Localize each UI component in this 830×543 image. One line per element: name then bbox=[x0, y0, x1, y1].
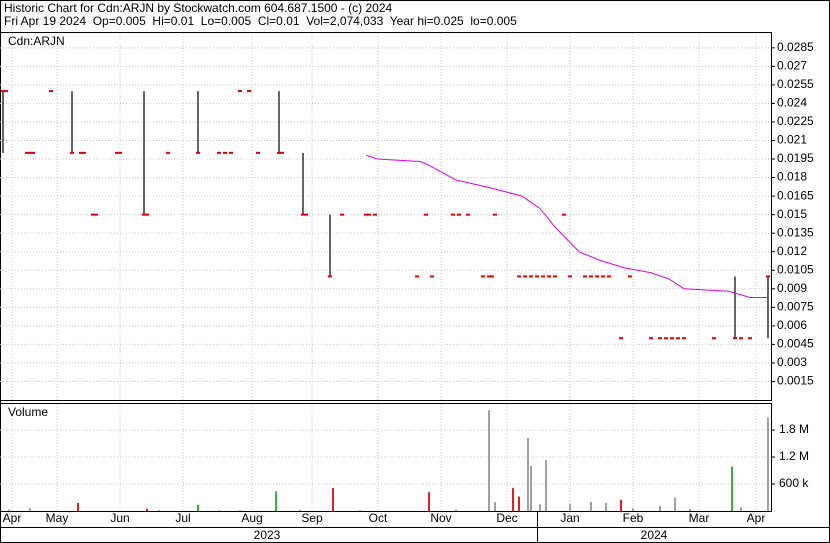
volume-bar bbox=[530, 466, 532, 511]
volume-bar bbox=[359, 510, 361, 511]
y-tick-label: 0.0195 bbox=[777, 151, 814, 165]
y-tick-label: 0.0135 bbox=[777, 225, 814, 239]
volume-bar bbox=[8, 509, 10, 511]
volume-bar bbox=[674, 497, 676, 511]
volume-bar bbox=[332, 488, 334, 511]
volume-bar bbox=[620, 499, 622, 511]
volume-bar bbox=[659, 505, 661, 511]
volume-bar bbox=[539, 504, 541, 511]
y-tick-label: 0.0255 bbox=[777, 77, 814, 91]
volume-bar bbox=[158, 510, 160, 511]
moving-average bbox=[365, 154, 768, 298]
y-tick-label: 0.006 bbox=[777, 318, 807, 332]
volume-bar bbox=[512, 488, 514, 511]
volume-bar bbox=[590, 502, 592, 511]
y-tick-label: 0.0105 bbox=[777, 262, 814, 276]
chart-subtitle: Fri Apr 19 2024 Op=0.005 Hi=0.01 Lo=0.00… bbox=[4, 14, 517, 28]
volume-bar bbox=[605, 502, 607, 511]
y-tick-label: 0.021 bbox=[777, 133, 807, 147]
y-tick-label: 0.012 bbox=[777, 244, 807, 258]
volume-bar bbox=[689, 508, 691, 511]
x-tick-label: Feb bbox=[623, 511, 644, 525]
x-tick-label: Sep bbox=[301, 511, 323, 525]
volume-bar bbox=[197, 504, 199, 511]
x-tick-label: Apr bbox=[3, 511, 22, 525]
x-tick-label: Nov bbox=[430, 511, 451, 525]
volume-bar bbox=[740, 507, 742, 511]
volume-bar bbox=[527, 438, 529, 511]
volume-bar bbox=[29, 508, 31, 511]
price-panel bbox=[0, 32, 772, 401]
x-tick-label: Aug bbox=[241, 511, 262, 525]
volume-bar bbox=[275, 491, 277, 511]
y-tick-label: 0.018 bbox=[777, 170, 807, 184]
volume-bar bbox=[518, 496, 520, 511]
x-tick-label: Jun bbox=[110, 511, 129, 525]
volume-bar bbox=[77, 502, 79, 511]
y-tick-label: 0.0045 bbox=[777, 337, 814, 351]
x-tick-label: Mar bbox=[689, 511, 710, 525]
y-tick-label: 0.009 bbox=[777, 281, 807, 295]
y-tick-label: 0.015 bbox=[777, 207, 807, 221]
y-tick-label: 600 k bbox=[779, 476, 809, 490]
volume-bar bbox=[488, 410, 490, 511]
x-tick-label: May bbox=[46, 511, 69, 525]
y-tick-label: 0.027 bbox=[777, 59, 807, 73]
volume-bar bbox=[632, 508, 634, 511]
volume-bar bbox=[455, 509, 457, 511]
y-tick-label: 0.0075 bbox=[777, 299, 814, 313]
x-tick-label: Apr bbox=[747, 511, 766, 525]
year-label: 2023 bbox=[254, 528, 281, 542]
x-tick-label: Jan bbox=[560, 511, 579, 525]
x-tick-label: Dec bbox=[496, 511, 517, 525]
year-label: 2024 bbox=[641, 528, 668, 542]
volume-bar bbox=[146, 508, 148, 511]
x-tick-label: Jul bbox=[175, 511, 190, 525]
volume-bar bbox=[428, 492, 430, 511]
chart-title: Historic Chart for Cdn:ARJN by Stockwatc… bbox=[4, 1, 392, 15]
y-tick-label: 0.024 bbox=[777, 96, 807, 110]
volume-bar bbox=[299, 509, 301, 511]
volume-bar bbox=[494, 502, 496, 511]
x-tick-label: Oct bbox=[369, 511, 388, 525]
volume-bar bbox=[767, 417, 769, 511]
y-tick-label: 0.0285 bbox=[777, 40, 814, 54]
volume-bar bbox=[218, 510, 220, 511]
volume-bar bbox=[569, 504, 571, 511]
y-tick-label: 0.0225 bbox=[777, 114, 814, 128]
y-tick-label: 0.0165 bbox=[777, 188, 814, 202]
price-label: Cdn:ARJN bbox=[8, 34, 65, 48]
volume-bar bbox=[731, 466, 733, 511]
volume-bar bbox=[239, 510, 241, 511]
y-tick-label: 0.003 bbox=[777, 355, 807, 369]
volume-label: Volume bbox=[8, 405, 48, 419]
y-tick-label: 1.2 M bbox=[779, 449, 809, 463]
y-tick-label: 0.0015 bbox=[777, 374, 814, 388]
y-tick-label: 1.8 M bbox=[779, 422, 809, 436]
volume-bar bbox=[545, 460, 547, 511]
